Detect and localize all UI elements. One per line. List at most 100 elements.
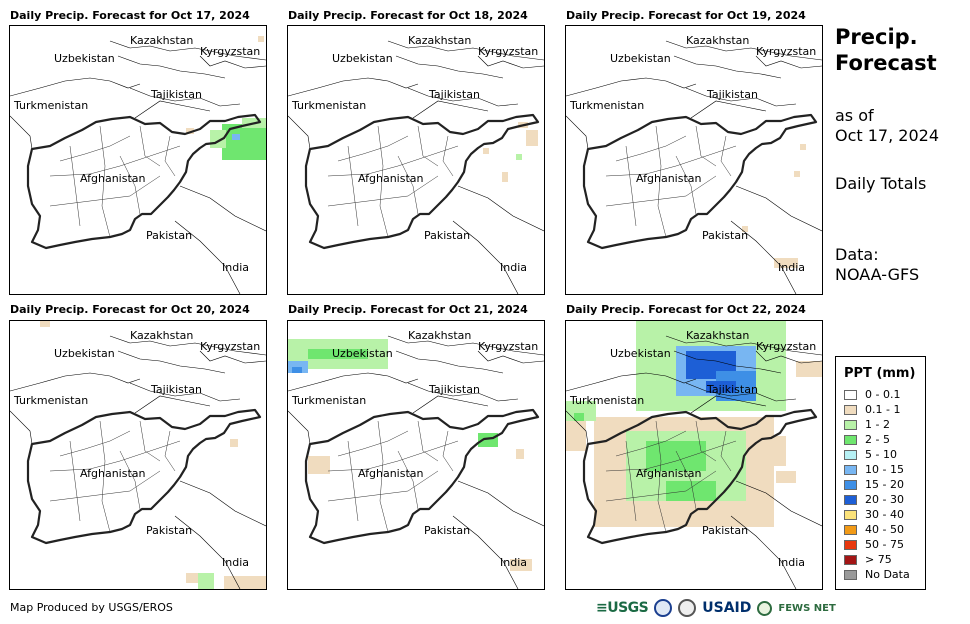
country-label-india: India [778, 556, 805, 569]
panel-title-3: Daily Precip. Forecast for Oct 19, 2024 [566, 9, 806, 22]
country-border [735, 185, 822, 232]
country-border [407, 382, 519, 402]
country-label-india: India [500, 556, 527, 569]
precip-cell [800, 144, 806, 150]
province-border [327, 440, 459, 472]
precip-cell [666, 481, 716, 501]
country-label-kyrgyzstan: Kyrgyzstan [200, 340, 260, 353]
precip-cell [308, 456, 330, 474]
map-svg: Kazakhstan Uzbekistan Kyrgyzstan Turkmenist… [288, 329, 544, 589]
legend-swatch [844, 540, 857, 550]
afghanistan-border [582, 113, 818, 250]
precip-cell [646, 441, 706, 471]
country-border [457, 480, 544, 527]
daily-totals-text: Daily Totals [835, 174, 927, 193]
country-border [673, 55, 782, 79]
precip-cell [706, 381, 736, 393]
country-border [109, 40, 266, 61]
country-label-tajikistan: Tajikistan [706, 88, 758, 101]
country-border [477, 55, 544, 69]
province-border [605, 175, 717, 207]
country-border [566, 77, 697, 97]
country-border [407, 87, 519, 107]
legend-label: 10 - 15 [865, 463, 904, 476]
map-svg: Kazakhstan Uzbekistan Kyrgyzstan Turkmenist… [566, 34, 822, 294]
usgs-logo: ≡USGS [596, 600, 649, 616]
country-border [117, 350, 226, 374]
country-border [288, 77, 419, 97]
legend-item: 10 - 15 [844, 464, 904, 476]
precip-cell [516, 154, 522, 160]
legend-item: 20 - 30 [844, 494, 904, 506]
panel-title-2: Daily Precip. Forecast for Oct 18, 2024 [288, 9, 528, 22]
legend-label: 0 - 0.1 [865, 388, 901, 401]
country-label-pakistan: Pakistan [702, 229, 748, 242]
precip-cell [746, 436, 786, 466]
country-border [134, 395, 211, 414]
map-panel-4: Kazakhstan Uzbekistan Kyrgyzstan Turkmenist… [9, 320, 267, 590]
precip-cell [526, 130, 538, 146]
province-border [347, 145, 359, 227]
province-border [655, 420, 667, 533]
province-border [625, 145, 637, 227]
country-label-afghanistan: Afghanistan [358, 467, 424, 480]
province-border [59, 135, 131, 162]
precip-cell [230, 439, 238, 447]
asof-text: as of Oct 17, 2024 [835, 106, 939, 146]
precip-cell [566, 401, 596, 421]
country-border [690, 100, 767, 119]
precip-cell [516, 449, 524, 459]
legend-label: 50 - 75 [865, 538, 904, 551]
province-border [69, 145, 81, 227]
country-label-tajikistan: Tajikistan [150, 88, 202, 101]
country-label-tajikistan: Tajikistan [706, 383, 758, 396]
country-label-uzbekistan: Uzbekistan [332, 347, 393, 360]
precip-cell [566, 421, 586, 451]
province-border [327, 145, 459, 177]
legend-title: PPT (mm) [844, 366, 916, 381]
data-line1: Data: [835, 245, 879, 264]
country-border [199, 350, 266, 364]
province-border [442, 430, 454, 472]
precip-cell [774, 258, 798, 268]
legend-swatch [844, 495, 857, 505]
map-panel-3: Kazakhstan Uzbekistan Kyrgyzstan Turkmenist… [565, 25, 823, 295]
country-label-turkmenistan: Turkmenistan [569, 394, 644, 407]
precip-cell [510, 559, 532, 571]
country-label-pakistan: Pakistan [146, 524, 192, 537]
legend-swatch [844, 450, 857, 460]
province-border [337, 430, 409, 457]
legend-label: 20 - 30 [865, 493, 904, 506]
province-border [99, 125, 111, 238]
side-title-line2: Forecast [835, 51, 937, 75]
map-svg: Kazakhstan Uzbekistan Kyrgyzstan Turkmenist… [10, 321, 266, 589]
country-border [174, 220, 241, 294]
country-label-kazakhstan: Kazakhstan [130, 329, 193, 342]
precip-cell [224, 576, 266, 589]
map-panel-5: Kazakhstan Uzbekistan Kyrgyzstan Turkmenist… [287, 320, 545, 590]
country-label-kazakhstan: Kazakhstan [686, 329, 749, 342]
province-border [625, 440, 637, 522]
country-border [412, 395, 489, 414]
country-label-kazakhstan: Kazakhstan [408, 329, 471, 342]
country-border [10, 372, 141, 392]
precip-cell [776, 471, 796, 483]
country-border [129, 87, 241, 107]
province-border [655, 125, 667, 238]
province-border [720, 135, 732, 177]
precip-cell [794, 171, 800, 177]
country-border [288, 410, 311, 445]
country-label-kazakhstan: Kazakhstan [686, 34, 749, 47]
country-border [387, 40, 544, 61]
country-label-uzbekistan: Uzbekistan [332, 52, 393, 65]
legend-item: 0.1 - 1 [844, 404, 900, 416]
province-border [49, 440, 181, 472]
precip-cell [186, 573, 204, 583]
legend-swatch [844, 570, 857, 580]
country-border [690, 395, 767, 414]
province-border [615, 430, 687, 457]
map-svg: Kazakhstan Uzbekistan Kyrgyzstan Turkmenist… [566, 321, 822, 589]
precip-cell [742, 226, 748, 232]
precip-cell [40, 321, 50, 327]
precip-cell [232, 134, 240, 140]
